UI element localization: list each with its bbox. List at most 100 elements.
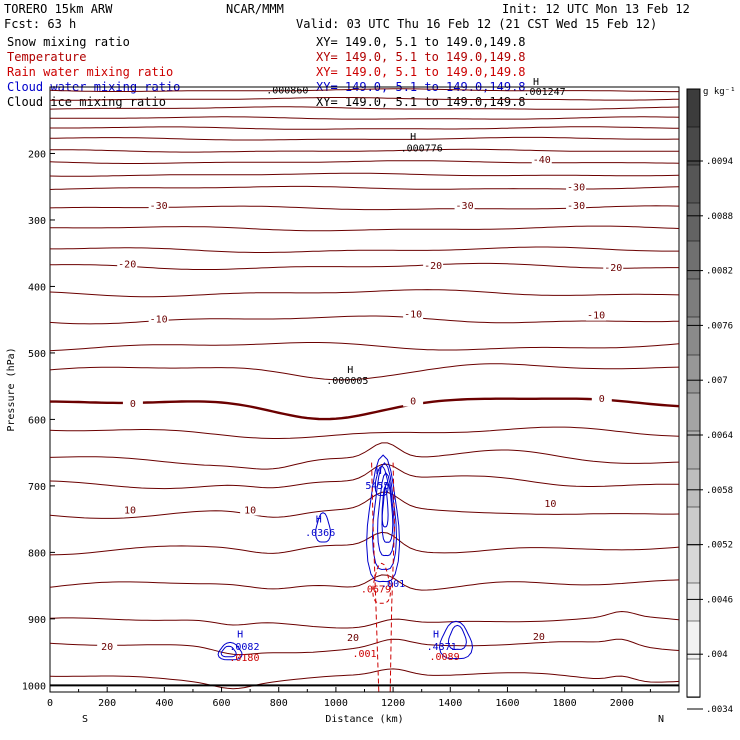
- temperature-contours: [49, 88, 680, 690]
- contour-label-bg: [566, 200, 587, 211]
- maximum-label: H: [347, 365, 353, 376]
- y-tick-label: 700: [28, 482, 46, 493]
- contour-label-bg: [403, 395, 424, 407]
- isotherm-line: [49, 88, 679, 93]
- colorbar-swatch: [686, 582, 701, 622]
- contour-label-bg: [117, 258, 138, 270]
- cloud-water-contour: [220, 645, 237, 658]
- colorbar-tick-label: .0058: [706, 486, 733, 496]
- org-label: NCAR/MMM: [226, 2, 284, 16]
- rain-contour: [389, 462, 396, 693]
- contour-label: 20: [101, 642, 113, 653]
- isotherm-line: [50, 246, 679, 253]
- contour-label: 10: [124, 505, 136, 516]
- x-tick-label: 1400: [438, 698, 462, 709]
- isotherm-line: [49, 491, 680, 519]
- isotherm-line: [50, 397, 680, 421]
- maximum-label: H: [410, 132, 416, 143]
- isotherm-line: [49, 97, 680, 101]
- cloud-water-contour: [381, 485, 389, 528]
- direction-north: N: [658, 714, 664, 725]
- isotherm-line: [49, 574, 680, 591]
- model-title: TORERO 15km ARW: [4, 2, 113, 16]
- contour-label-bg: [591, 392, 612, 404]
- maximum-label: .000860: [266, 86, 308, 97]
- cloud-water-contour: [374, 465, 389, 497]
- colorbar-swatch: [686, 126, 701, 166]
- maximum-label: .000005: [326, 376, 368, 387]
- contour-label-bg: [540, 497, 561, 509]
- maximum-label: .0180: [229, 653, 259, 664]
- contour-label: -20: [118, 260, 136, 271]
- contour-label-bg: [240, 504, 261, 516]
- contour-label: -30: [150, 201, 168, 212]
- contour-label: -40: [533, 155, 551, 166]
- contour-label: -20: [604, 263, 622, 274]
- isotherm-line: [49, 106, 680, 110]
- maximum-label: .001: [352, 649, 376, 660]
- isotherm-line: [49, 172, 680, 177]
- cloud-water-contour: [366, 454, 401, 583]
- contour-label-bg: [148, 200, 169, 211]
- isotherm-line: [49, 463, 679, 490]
- contour-label: 0: [130, 399, 136, 410]
- legend-field-info: XY= 149.0, 5.1 to 149.0,149.8: [316, 35, 526, 49]
- contour-label-bg: [403, 308, 424, 320]
- legend-field-name: Snow mixing ratio: [7, 35, 130, 49]
- contour-label: 10: [244, 505, 256, 516]
- colorbar: g kg⁻¹ .0094 .0088 .0082 .0076 .007 .0064 .0058…: [686, 87, 736, 715]
- x-tick-label: 1200: [381, 698, 405, 709]
- contour-label: 0: [410, 396, 416, 407]
- contour-label: -10: [404, 309, 422, 320]
- contour-label: -30: [567, 182, 585, 193]
- isotherm-line: [49, 160, 680, 164]
- isotherm-line: [50, 262, 679, 270]
- contour-label-bg: [148, 313, 169, 325]
- plot-frame: [49, 86, 680, 693]
- contour-label: -30: [456, 201, 474, 212]
- colorbar-frame: [686, 88, 701, 698]
- cloud-water-contour: [438, 620, 474, 660]
- colorbar-swatch: [686, 544, 701, 584]
- contour-label-bg: [566, 181, 587, 193]
- maxima-labels: .000860.001247HH.000776H.000005H5455H.03…: [229, 77, 565, 664]
- isotherm-line: [49, 426, 680, 439]
- field-legend: Snow mixing ratio XY= 149.0, 5.1 to 149.0…: [7, 35, 526, 109]
- contour-label: 0: [599, 394, 605, 405]
- isotherm-line: [49, 363, 680, 381]
- contour-label: -10: [150, 315, 168, 326]
- temperature-contour-labels: -40 -30 -30 -30 -30 -20 -20 -20 -10 -10 -10 0 0 0 10 10…: [97, 154, 624, 653]
- colorbar-swatch: [686, 240, 701, 280]
- x-tick-label: 1000: [324, 698, 348, 709]
- maximum-label: .0082: [229, 642, 259, 653]
- contour-label: -30: [567, 201, 585, 212]
- maximum-label: H: [433, 629, 439, 640]
- maximum-label: .4371: [427, 642, 457, 653]
- colorbar-swatch: [686, 354, 701, 394]
- isotherm-line: [50, 126, 679, 130]
- maximum-label: H: [376, 466, 382, 477]
- cloud-water-contour: [377, 472, 395, 557]
- colorbar-tick-label: .0082: [706, 267, 733, 277]
- contour-label: -20: [424, 261, 442, 272]
- contour-label-bg: [122, 398, 143, 410]
- colorbar-tick-label: .007: [706, 376, 728, 386]
- contour-label-bg: [120, 504, 141, 516]
- colorbar-swatch: [686, 506, 701, 546]
- x-tick-label: 1600: [495, 698, 519, 709]
- contour-label-bg: [528, 630, 549, 642]
- colorbar-tick-label: .0064: [706, 431, 733, 441]
- y-tick-label: 200: [28, 149, 46, 160]
- colorbar-swatch: [686, 468, 701, 508]
- x-tick-label: 600: [213, 698, 231, 709]
- colorbar-tick-label: .0094: [706, 157, 733, 167]
- colorbar-swatch: [686, 392, 701, 432]
- maximum-label: H: [533, 77, 539, 88]
- colorbar-tick-label: .0046: [706, 595, 733, 605]
- colorbar-swatch: [686, 316, 701, 356]
- legend-field-info: XY= 149.0, 5.1 to 149.0,149.8: [316, 50, 526, 64]
- contour-label-bg: [586, 309, 607, 321]
- hydrometeor-contours: [217, 454, 474, 693]
